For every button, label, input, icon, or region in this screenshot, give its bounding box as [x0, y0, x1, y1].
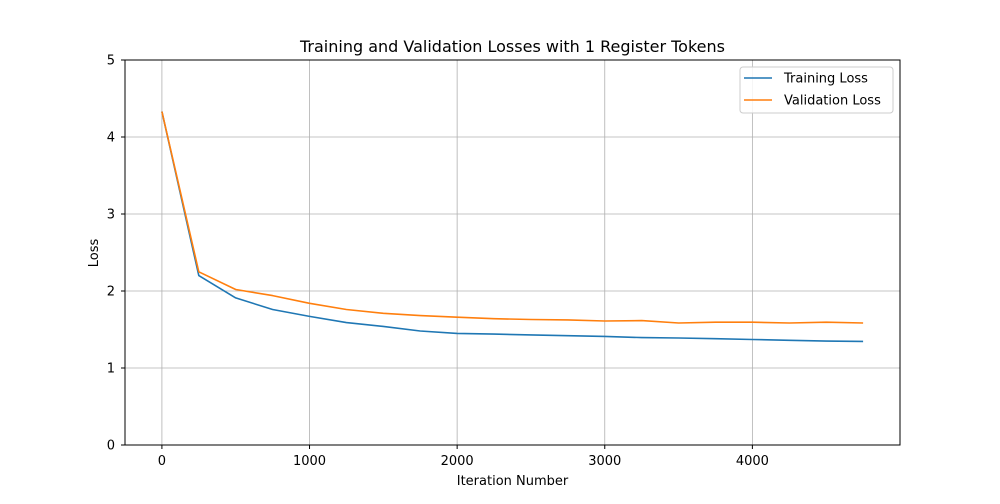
y-tick-label: 1 — [107, 362, 115, 377]
series-line-1 — [161, 111, 864, 324]
axis-ticks: 0 1000 2000 3000 4000 0 1 2 3 4 5 — [107, 54, 769, 470]
y-tick-label: 0 — [107, 439, 115, 454]
y-axis-label: Loss — [87, 239, 102, 268]
x-tick-label: 4000 — [736, 454, 769, 469]
y-tick-label: 4 — [107, 131, 115, 146]
legend-label-0: Training Loss — [783, 72, 868, 87]
y-tick-label: 2 — [107, 285, 115, 300]
y-tick-label: 5 — [107, 54, 115, 69]
legend: Training Loss Validation Loss — [739, 66, 894, 114]
series-line-0 — [161, 111, 864, 343]
series-lines — [161, 111, 864, 343]
x-axis-label: Iteration Number — [457, 474, 569, 489]
x-tick-label: 2000 — [441, 454, 474, 469]
legend-label-1: Validation Loss — [784, 94, 881, 109]
legend-box — [739, 66, 894, 114]
plot-frame — [124, 59, 901, 446]
x-tick-label: 1000 — [293, 454, 326, 469]
x-tick-label: 3000 — [588, 454, 621, 469]
x-tick-label: 0 — [158, 454, 166, 469]
y-tick-label: 3 — [107, 208, 115, 223]
chart-title: Training and Validation Losses with 1 Re… — [299, 37, 725, 56]
